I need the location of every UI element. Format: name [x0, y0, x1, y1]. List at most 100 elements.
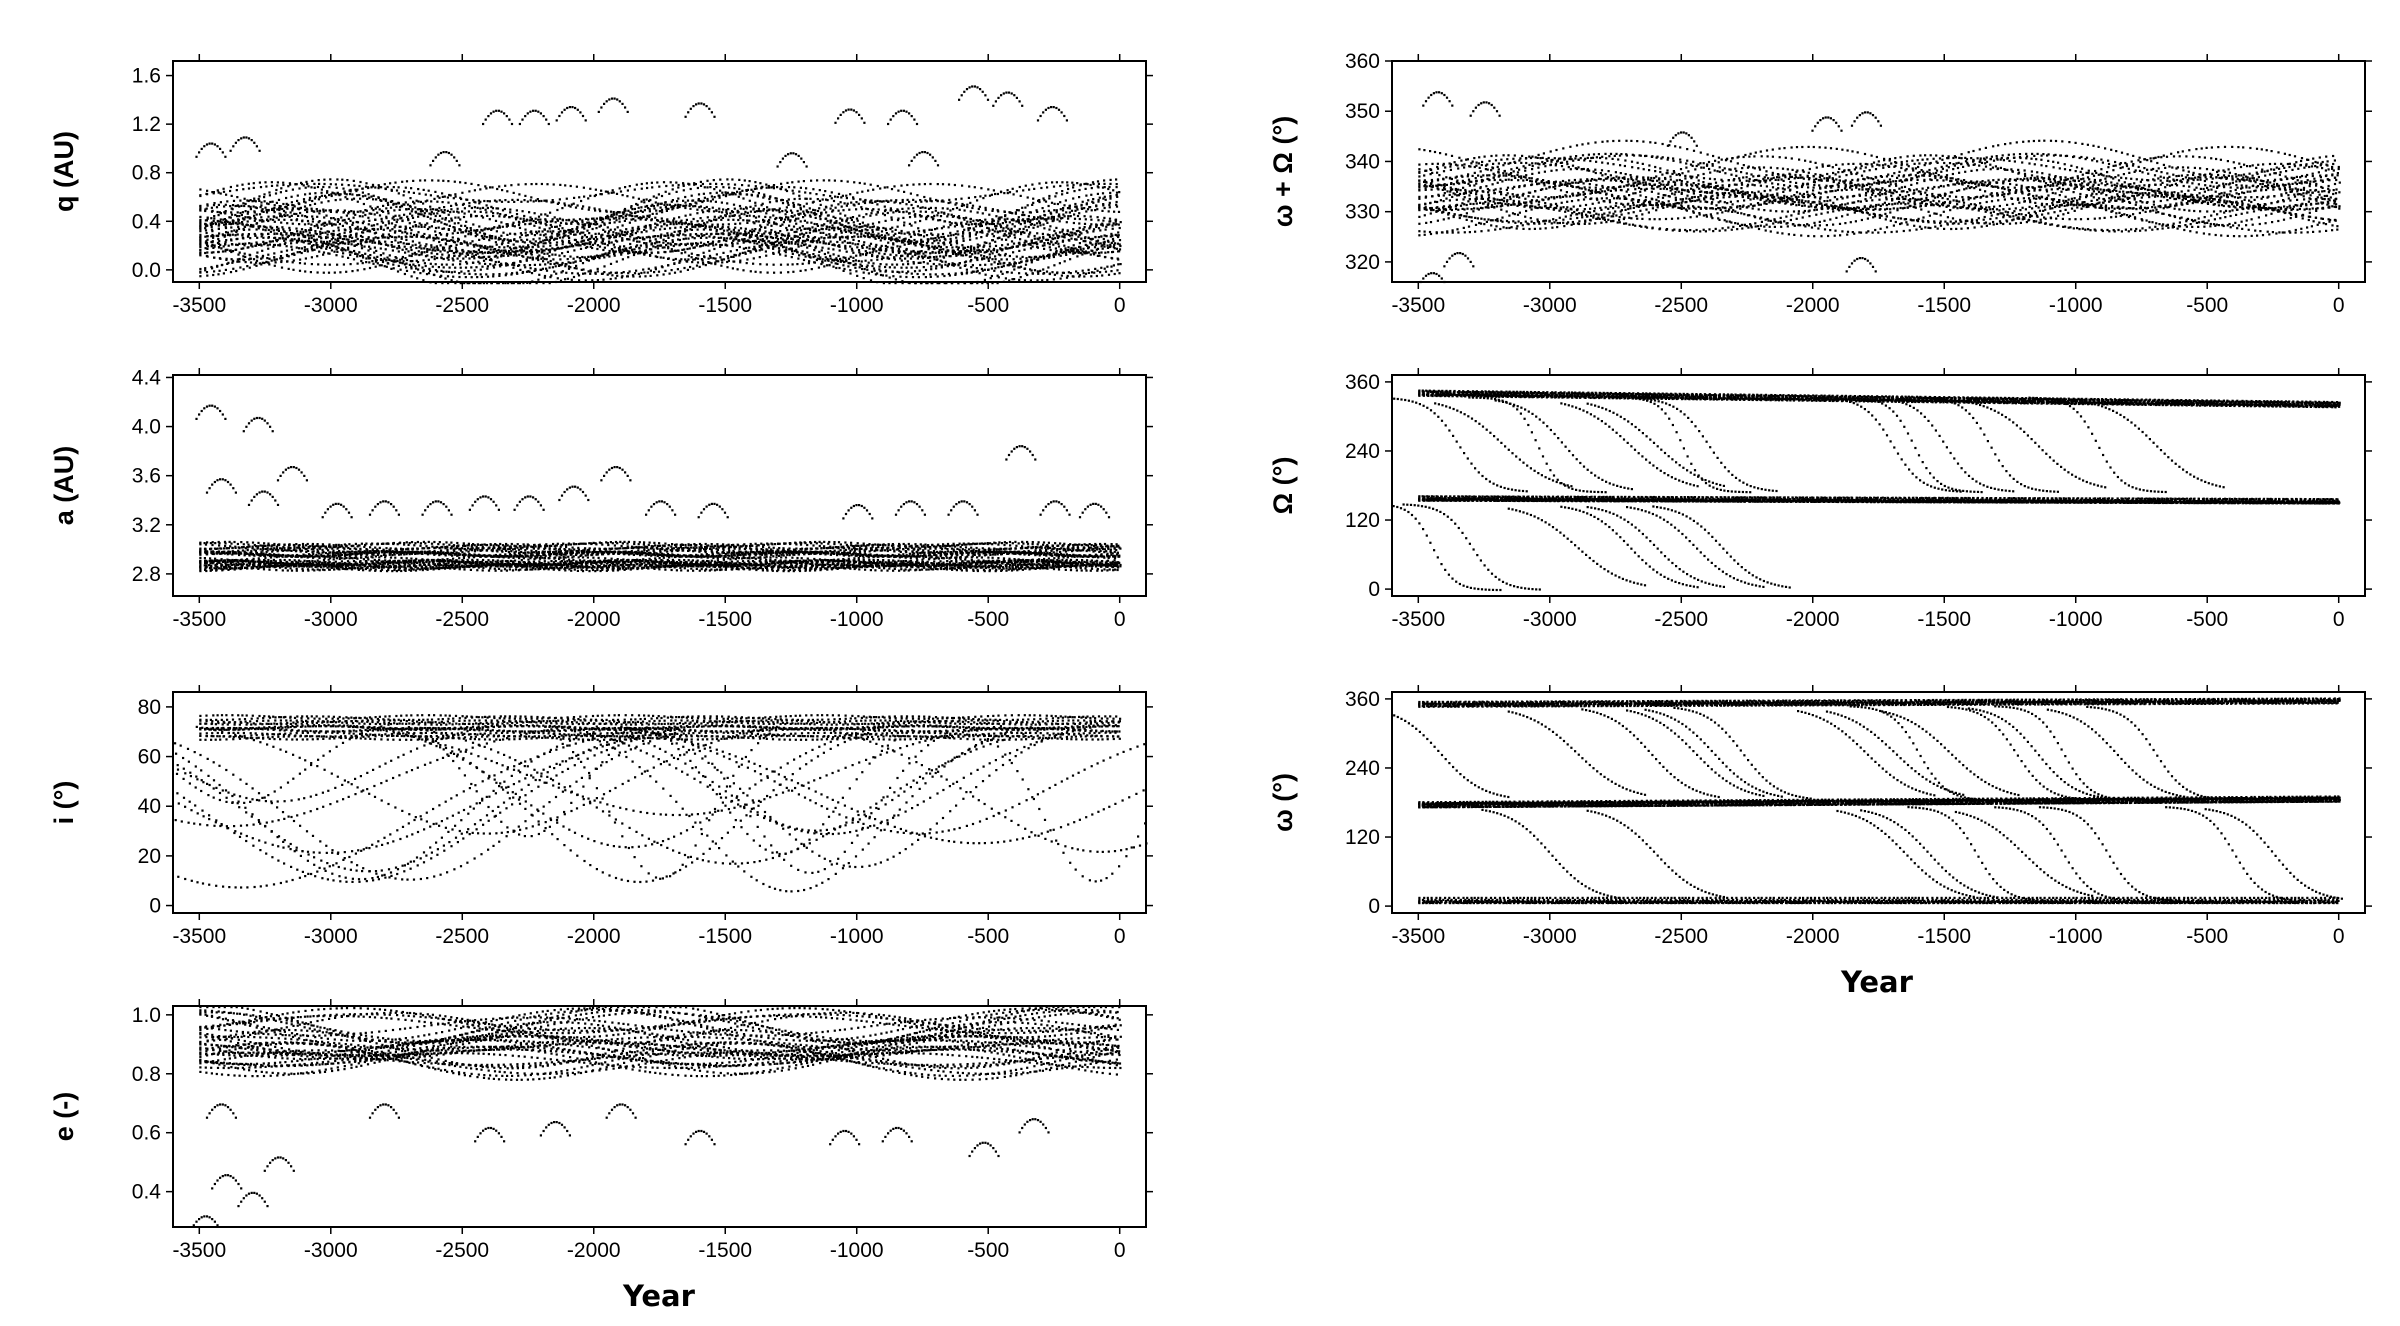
data-point	[795, 248, 798, 251]
data-point	[908, 216, 912, 219]
data-point	[1057, 245, 1061, 248]
data-point	[837, 254, 840, 257]
data-point	[877, 228, 880, 231]
data-point	[656, 223, 659, 226]
data-point	[387, 212, 390, 215]
data-point	[827, 259, 830, 262]
data-point	[826, 199, 829, 202]
data-point	[964, 254, 968, 257]
data-point	[204, 267, 207, 270]
data-point	[583, 234, 587, 237]
data-point	[645, 182, 648, 185]
data-point	[462, 257, 465, 260]
data-point	[420, 253, 423, 256]
data-point	[518, 282, 521, 285]
data-point	[563, 255, 566, 258]
data-point	[763, 232, 766, 235]
data-point	[500, 262, 503, 265]
data-point	[559, 258, 562, 261]
data-point	[871, 230, 874, 233]
data-point	[1020, 231, 1023, 234]
data-point	[583, 227, 586, 230]
data-point	[826, 257, 829, 260]
data-point	[936, 235, 939, 238]
data-point	[694, 233, 698, 236]
data-point	[940, 251, 943, 254]
data-point	[884, 227, 887, 230]
data-point	[720, 218, 723, 221]
data-point	[1042, 268, 1045, 271]
data-point	[727, 226, 730, 229]
data-point	[311, 244, 314, 248]
data-point	[620, 230, 624, 233]
data-point	[887, 241, 890, 244]
data-point	[668, 272, 671, 275]
data-point	[1025, 257, 1028, 260]
data-point	[627, 256, 630, 259]
data-point	[455, 248, 458, 251]
data-point	[1098, 196, 1101, 199]
data-point	[808, 244, 811, 247]
data-point	[454, 266, 457, 269]
data-point	[663, 227, 666, 230]
data-point	[1029, 279, 1032, 282]
data-point	[1030, 223, 1033, 226]
data-point	[834, 236, 837, 239]
data-point	[804, 214, 807, 217]
data-point	[280, 259, 283, 262]
data-point	[534, 221, 538, 224]
data-point	[654, 235, 657, 238]
data-point	[539, 233, 542, 236]
data-point	[1072, 249, 1075, 252]
data-point	[1081, 250, 1084, 253]
data-point	[706, 221, 709, 224]
data-point	[850, 218, 853, 221]
data-point	[364, 241, 367, 244]
data-point	[521, 271, 524, 274]
data-point	[812, 239, 815, 242]
data-point	[498, 273, 501, 276]
data-point	[338, 234, 341, 237]
data-point	[635, 202, 638, 206]
data-point	[652, 229, 655, 232]
data-point	[1070, 209, 1074, 212]
data-point	[832, 226, 835, 229]
data-point	[224, 248, 227, 251]
data-point	[382, 252, 385, 255]
data-point	[418, 241, 421, 244]
data-point	[974, 233, 977, 236]
data-point	[1041, 244, 1044, 247]
data-point	[437, 237, 440, 240]
data-point	[856, 233, 859, 236]
data-point	[1059, 254, 1062, 257]
data-point	[943, 274, 946, 278]
data-point	[610, 215, 613, 218]
data-point	[504, 250, 507, 253]
data-point	[312, 238, 316, 241]
data-point	[492, 214, 495, 218]
data-point	[861, 229, 864, 232]
data-point	[823, 223, 826, 226]
data-point	[970, 245, 973, 248]
data-point	[577, 274, 581, 277]
data-point	[418, 246, 421, 249]
data-point	[675, 220, 678, 223]
data-point	[740, 212, 743, 215]
data-point	[270, 181, 273, 184]
data-point	[850, 228, 853, 231]
data-point	[409, 197, 412, 200]
data-point	[417, 268, 420, 271]
data-point	[721, 225, 724, 228]
data-point	[880, 236, 883, 240]
data-point	[671, 188, 674, 191]
data-point	[867, 235, 870, 238]
data-point	[714, 261, 717, 264]
data-point	[604, 252, 607, 255]
data-point	[463, 282, 466, 285]
data-point	[303, 246, 306, 249]
data-point	[295, 227, 298, 230]
data-point	[234, 234, 237, 237]
data-point	[525, 258, 528, 261]
data-point	[1048, 235, 1052, 239]
data-point	[489, 251, 492, 254]
